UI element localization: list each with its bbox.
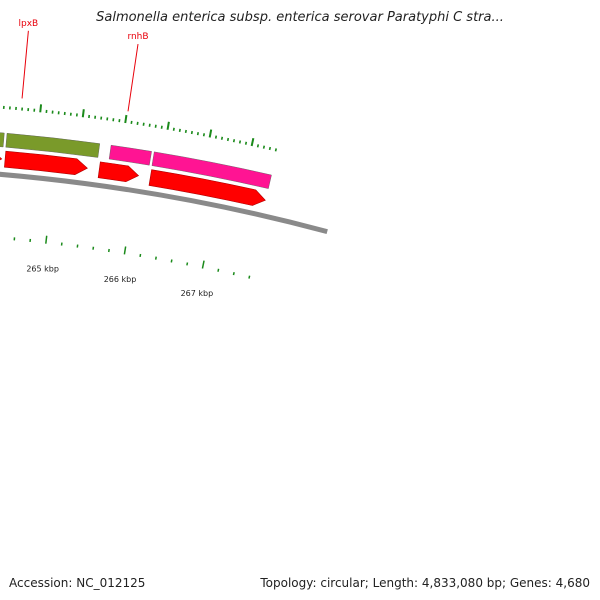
- scale-tick: [123, 246, 127, 255]
- gc-tick: [226, 137, 230, 142]
- gc-tick: [196, 132, 200, 136]
- cds-arrow: [148, 169, 266, 206]
- scale-ring: 258 kbp259 kbp260 kbp261 kbp262 kbp263 k…: [13, 235, 251, 298]
- category-ring: [0, 132, 272, 189]
- gc-skew-ticks: [2, 104, 278, 152]
- scale-tick: [217, 268, 220, 272]
- leader-line: [127, 43, 139, 112]
- gc-tick: [250, 137, 255, 147]
- gc-tick: [39, 104, 43, 113]
- scale-tick: [232, 272, 235, 276]
- gc-tick: [262, 145, 266, 149]
- gene-labels: cdsAyaeLyaeTompHlpxDfabZlpxAlpxBrnhB: [19, 19, 149, 112]
- leader-line: [21, 30, 29, 99]
- cds-arrow-ring: [0, 150, 266, 206]
- gc-tick: [124, 114, 128, 124]
- backbone-ring: [0, 171, 328, 235]
- scale-label: 265 kbp: [26, 265, 59, 274]
- gc-tick: [232, 139, 236, 143]
- gc-tick: [208, 129, 213, 138]
- cds-arrow: [4, 150, 88, 175]
- scale-tick: [248, 275, 251, 279]
- genome-summary-text: Topology: circular; Length: 4,833,080 bp…: [260, 576, 590, 590]
- scale-tick: [201, 260, 205, 269]
- gene-label-lpxB: lpxB: [19, 19, 39, 29]
- gc-tick: [274, 148, 278, 152]
- scale-label: 267 kbp: [181, 289, 214, 298]
- scale-tick: [154, 256, 157, 260]
- gc-tick: [81, 109, 85, 118]
- scale-label: 266 kbp: [104, 275, 137, 284]
- scale-tick: [170, 259, 173, 263]
- gc-tick: [178, 128, 181, 132]
- category-segment: [108, 144, 152, 166]
- gc-tick: [190, 130, 193, 135]
- gc-tick: [244, 141, 248, 145]
- scale-tick: [186, 262, 189, 266]
- gc-tick: [238, 140, 242, 144]
- gene-label-rnhB: rnhB: [127, 32, 148, 42]
- gc-tick: [220, 136, 224, 140]
- gc-tick: [166, 121, 170, 130]
- category-segment: [0, 132, 5, 148]
- category-segment: [5, 133, 101, 158]
- gc-tick: [214, 135, 218, 139]
- gc-tick: [268, 146, 272, 151]
- gc-tick: [202, 133, 206, 137]
- gc-tick: [172, 127, 175, 131]
- accession-text: Accession: NC_012125: [9, 576, 146, 590]
- category-segment: [151, 151, 272, 189]
- cds-arrow: [0, 157, 3, 161]
- gc-tick: [184, 129, 187, 134]
- map-title: Salmonella enterica subsp. enterica sero…: [96, 10, 504, 25]
- backbone-arc: [0, 171, 328, 235]
- scale-tick: [45, 235, 48, 244]
- gc-tick: [256, 144, 260, 148]
- cds-arrow: [97, 161, 140, 183]
